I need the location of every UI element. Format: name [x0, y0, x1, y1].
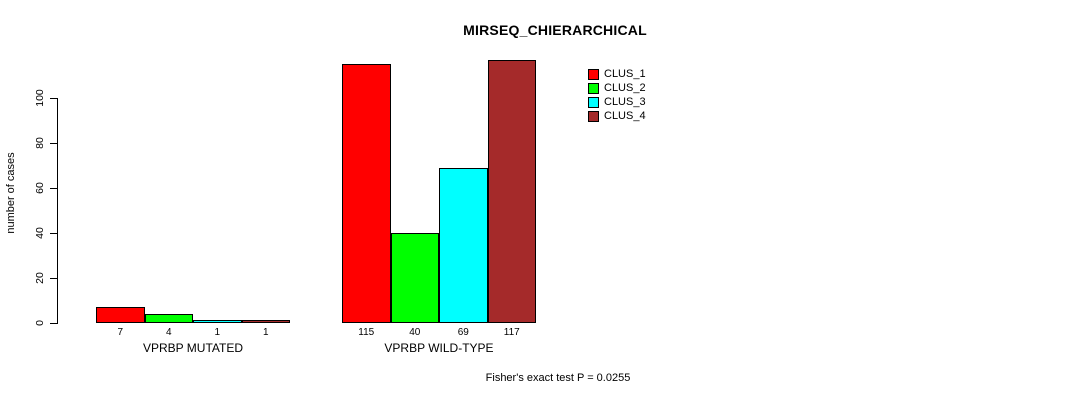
chart-title: MIRSEQ_CHIERARCHICAL	[463, 22, 647, 38]
bar-clus_2-group1	[144, 314, 193, 323]
bar-value-label: 4	[165, 327, 172, 338]
group-label-1: VPRBP MUTATED	[142, 341, 243, 355]
bar-value-label: 7	[117, 327, 124, 338]
y-tick-label: 100	[34, 89, 46, 107]
y-tick-mark	[50, 323, 57, 324]
bar-clus_3-group1	[193, 320, 242, 323]
bar-value-label: 1	[262, 327, 269, 338]
y-axis-title: number of cases	[5, 152, 17, 234]
legend-row-clus_3: CLUS_3	[588, 95, 646, 109]
bar-value-label: 40	[409, 327, 421, 338]
legend-row-clus_2: CLUS_2	[588, 81, 646, 95]
legend-row-clus_4: CLUS_4	[588, 109, 646, 123]
y-tick-mark	[50, 98, 57, 99]
bar-clus_1-group2	[342, 64, 391, 323]
y-tick-mark	[50, 143, 57, 144]
y-tick-mark	[50, 233, 57, 234]
y-tick-label: 20	[34, 272, 46, 284]
y-tick-mark	[50, 188, 57, 189]
legend-swatch-clus_4	[588, 110, 599, 122]
bar-value-label: 1	[214, 327, 221, 338]
legend-swatch-clus_3	[588, 96, 599, 108]
y-tick-label: 80	[34, 137, 46, 149]
y-axis-line	[57, 98, 58, 324]
legend-label: CLUS_2	[604, 82, 646, 94]
legend-row-clus_1: CLUS_1	[588, 67, 646, 81]
y-tick-label: 40	[34, 227, 46, 239]
legend-swatch-clus_2	[588, 82, 599, 94]
legend-label: CLUS_1	[604, 68, 646, 80]
bar-value-label: 115	[358, 327, 375, 338]
y-tick-label: 0	[34, 320, 46, 326]
y-tick-mark	[50, 278, 57, 279]
legend: CLUS_1 CLUS_2 CLUS_3 CLUS_4	[588, 67, 646, 123]
legend-swatch-clus_1	[588, 68, 599, 80]
bar-clus_3-group2	[439, 168, 488, 323]
legend-label: CLUS_4	[604, 110, 646, 122]
bar-value-label: 117	[503, 327, 520, 338]
fisher-test-annotation: Fisher's exact test P = 0.0255	[485, 372, 631, 384]
bar-value-label: 69	[457, 327, 469, 338]
bar-clus_4-group1	[241, 320, 290, 323]
group-label-2: VPRBP WILD-TYPE	[384, 341, 494, 355]
bar-clus_1-group1	[96, 307, 145, 323]
bar-clus_4-group2	[487, 60, 536, 323]
legend-label: CLUS_3	[604, 96, 646, 108]
bar-clus_2-group2	[390, 233, 439, 323]
y-tick-label: 60	[34, 182, 46, 194]
